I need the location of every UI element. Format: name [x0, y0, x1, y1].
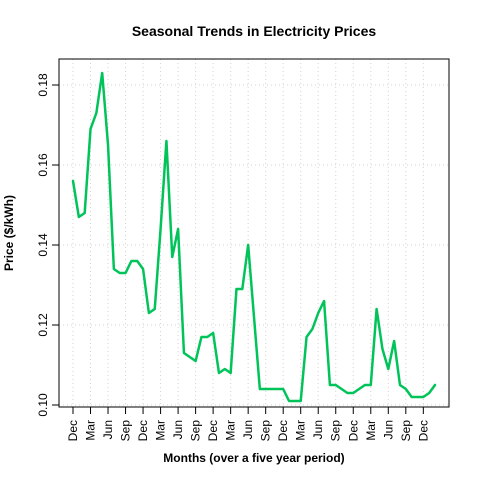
x-tick-label: Mar	[154, 420, 168, 441]
x-tick-label: Sep	[119, 420, 133, 442]
x-axis-title: Months (over a five year period)	[163, 451, 344, 465]
y-tick-label: 0.10	[36, 393, 50, 417]
x-tick-label: Dec	[416, 420, 430, 441]
series-line	[71, 71, 437, 403]
x-tick-label: Jun	[171, 420, 185, 439]
x-tick-label: Dec	[136, 420, 150, 441]
x-tick-label: Jun	[101, 420, 115, 439]
y-axis-title: Price ($/kWh)	[2, 195, 16, 271]
x-tick-label: Jun	[241, 420, 255, 439]
y-axis: 0.10 0.12 0.14 0.16 0.18	[36, 73, 59, 417]
y-tick-label: 0.12	[36, 313, 50, 337]
y-tick-label: 0.16	[36, 153, 50, 177]
x-tick-label: Dec	[346, 420, 360, 441]
x-tick-label: Sep	[329, 420, 343, 442]
x-tick-label: Mar	[84, 420, 98, 441]
x-tick-label: Mar	[294, 420, 308, 441]
plot-frame	[58, 58, 450, 408]
x-tick-label: Mar	[364, 420, 378, 441]
gridlines	[59, 59, 449, 407]
x-axis: Dec Mar Jun Sep Dec Mar Jun Sep Dec Mar Jun Sep Dec M…	[66, 407, 430, 441]
chart-title: Seasonal Trends in Electricity Prices	[132, 23, 377, 39]
x-tick-label: Sep	[399, 420, 413, 442]
y-tick-label: 0.14	[36, 233, 50, 257]
x-tick-label: Dec	[276, 420, 290, 441]
x-tick-label: Dec	[66, 420, 80, 441]
x-tick-label: Sep	[259, 420, 273, 442]
x-tick-label: Jun	[311, 420, 325, 439]
x-tick-label: Mar	[224, 420, 238, 441]
x-tick-label: Sep	[189, 420, 203, 442]
x-tick-label: Jun	[381, 420, 395, 439]
x-tick-label: Dec	[206, 420, 220, 441]
y-tick-label: 0.18	[36, 73, 50, 97]
